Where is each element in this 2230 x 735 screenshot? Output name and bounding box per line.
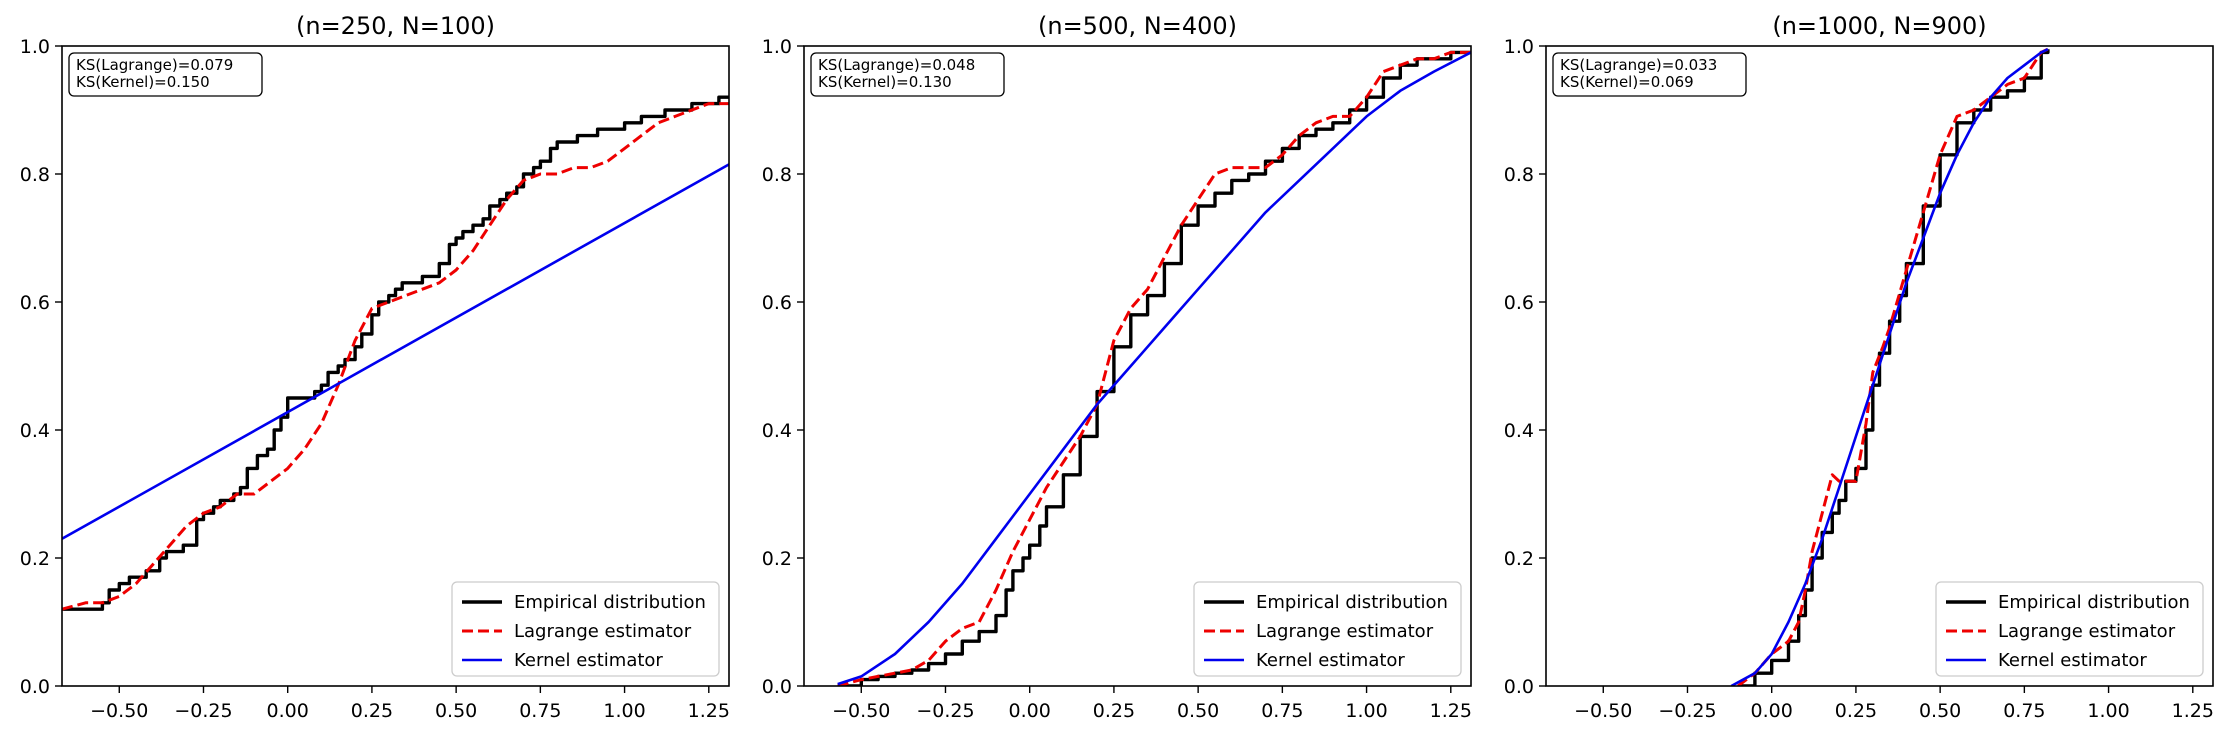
- x-tick-label: 0.50: [1919, 700, 1961, 722]
- x-tick-label: −0.50: [1574, 700, 1632, 722]
- x-tick-label: −0.50: [832, 700, 890, 722]
- legend-label: Lagrange estimator: [1998, 621, 2176, 642]
- legend: Empirical distribution Lagrange estimator…: [451, 581, 720, 677]
- legend: Empirical distribution Lagrange estimator…: [1935, 581, 2204, 677]
- chart-panel-1: (n=250, N=100) −0.50 −0.25 0.00 0.25 0.50 0.75…: [20, 12, 730, 722]
- legend-label: Kernel estimator: [1998, 650, 2147, 671]
- y-tick-label: 1.0: [1504, 36, 1534, 58]
- y-tick-label: 1.0: [20, 36, 50, 58]
- y-tick-label: 0.8: [1504, 164, 1534, 186]
- y-tick-label: 0.4: [20, 420, 50, 442]
- kernel-line: [62, 163, 729, 540]
- ks-annotation-box: [810, 52, 1005, 97]
- lagrange-line: [1737, 47, 2049, 686]
- x-tick-label: 0.75: [519, 700, 561, 722]
- y-tick-label: 0.0: [1504, 676, 1534, 698]
- legend-label: Lagrange estimator: [1256, 621, 1434, 642]
- y-tick-label: 0.2: [20, 548, 50, 570]
- y-tick-label: 0.8: [20, 164, 50, 186]
- x-tick-label: −0.25: [1658, 700, 1716, 722]
- x-tick-label: 0.00: [1751, 700, 1793, 722]
- x-tick-label: 0.25: [1093, 700, 1135, 722]
- plot-area: [837, 50, 1471, 686]
- legend-label: Kernel estimator: [514, 650, 663, 671]
- chart-panel-2: (n=500, N=400) −0.50 −0.25 0.00 0.25 0.50 0.75…: [762, 12, 1472, 722]
- ks-annotation-text: KS(Kernel)=0.069: [1560, 73, 1694, 91]
- x-tick-label: 1.00: [2087, 700, 2129, 722]
- plot-area: [1730, 47, 2050, 686]
- ks-annotation-text: KS(Kernel)=0.130: [818, 73, 952, 91]
- chart-panel-3: (n=1000, N=900) −0.50 −0.25 0.00 0.25 0.50 0.7…: [1504, 12, 2214, 722]
- x-tick-label: −0.50: [90, 700, 148, 722]
- kernel-line: [837, 51, 1471, 686]
- legend-label: Empirical distribution: [1256, 592, 1448, 613]
- legend-label: Kernel estimator: [1256, 650, 1405, 671]
- ks-annotation-text: KS(Lagrange)=0.079: [76, 56, 233, 74]
- y-tick-label: 0.0: [762, 676, 792, 698]
- plot-area: [62, 95, 729, 611]
- x-tick-label: 1.00: [1345, 700, 1387, 722]
- ks-annotation-text: KS(Lagrange)=0.048: [818, 56, 975, 74]
- y-tick-label: 0.8: [762, 164, 792, 186]
- legend-label: Lagrange estimator: [514, 621, 692, 642]
- empirical-line: [837, 50, 1471, 686]
- axes-frame: [61, 45, 730, 687]
- axes-frame: [1545, 45, 2214, 687]
- y-tick-label: 0.2: [762, 548, 792, 570]
- chart-title: (n=1000, N=900): [1772, 12, 1986, 40]
- x-tick-label: 1.00: [603, 700, 645, 722]
- lagrange-line: [62, 102, 729, 611]
- ks-annotation-text: KS(Kernel)=0.150: [76, 73, 210, 91]
- kernel-line: [1730, 48, 2049, 686]
- chart-title: (n=250, N=100): [296, 12, 495, 40]
- legend: Empirical distribution Lagrange estimator…: [1193, 581, 1462, 677]
- x-tick-label: 0.25: [1835, 700, 1877, 722]
- y-tick-label: 0.4: [762, 420, 792, 442]
- x-tick-label: 0.50: [435, 700, 477, 722]
- x-tick-label: 0.25: [351, 700, 393, 722]
- y-tick-label: 0.6: [20, 292, 50, 314]
- lagrange-line: [837, 50, 1471, 686]
- axes-frame: [803, 45, 1472, 687]
- x-tick-label: 0.75: [1261, 700, 1303, 722]
- ks-annotation-text: KS(Lagrange)=0.033: [1560, 56, 1717, 74]
- legend-box: [451, 581, 720, 677]
- legend-box: [1193, 581, 1462, 677]
- x-tick-label: −0.25: [916, 700, 974, 722]
- x-tick-label: 0.00: [1009, 700, 1051, 722]
- ks-annotation-box: [1552, 52, 1747, 97]
- x-tick-label: 0.00: [267, 700, 309, 722]
- y-tick-label: 0.4: [1504, 420, 1534, 442]
- legend-label: Empirical distribution: [514, 592, 706, 613]
- y-tick-label: 1.0: [762, 36, 792, 58]
- ks-annotation-box: [68, 52, 263, 97]
- x-tick-label: 1.25: [1430, 700, 1472, 722]
- legend-label: Empirical distribution: [1998, 592, 2190, 613]
- empirical-line: [62, 95, 729, 611]
- x-tick-label: 1.25: [688, 700, 730, 722]
- chart-title: (n=500, N=400): [1038, 12, 1237, 40]
- x-tick-label: −0.25: [174, 700, 232, 722]
- y-tick-label: 0.0: [20, 676, 50, 698]
- y-tick-label: 0.6: [762, 292, 792, 314]
- y-tick-label: 0.2: [1504, 548, 1534, 570]
- x-tick-label: 0.50: [1177, 700, 1219, 722]
- legend-box: [1935, 581, 2204, 677]
- y-tick-label: 0.6: [1504, 292, 1534, 314]
- x-tick-label: 1.25: [2172, 700, 2214, 722]
- x-tick-label: 0.75: [2003, 700, 2045, 722]
